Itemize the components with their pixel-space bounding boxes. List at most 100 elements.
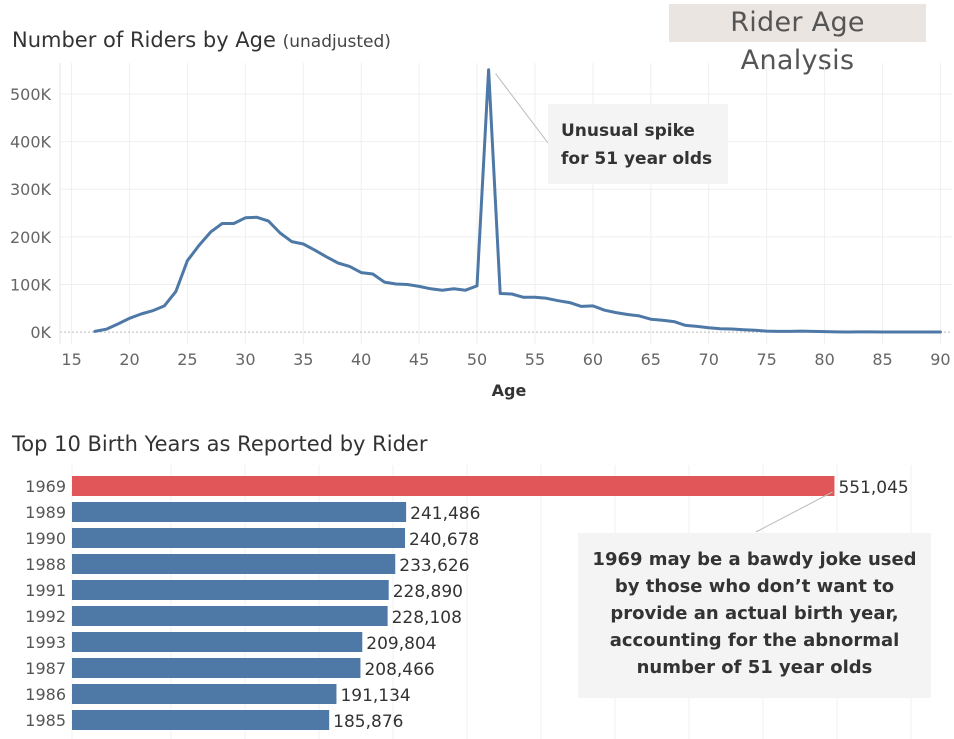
bar [72, 528, 406, 548]
data-point [707, 327, 710, 329]
bar [72, 476, 835, 496]
x-tick-label: 30 [235, 350, 255, 369]
y-tick-label: 500K [10, 85, 52, 104]
data-point [800, 330, 803, 332]
x-tick-label: 45 [409, 350, 429, 369]
data-point [476, 285, 478, 287]
x-tick-label: 35 [293, 350, 313, 369]
data-point [209, 231, 212, 233]
category-label: 1991 [25, 581, 66, 600]
data-point [545, 297, 548, 300]
data-point [615, 311, 617, 314]
x-tick-label: 80 [814, 350, 834, 369]
data-point [812, 330, 814, 333]
category-label: 1987 [25, 659, 66, 678]
data-point [151, 309, 154, 312]
data-point [684, 324, 687, 327]
bar [72, 632, 363, 652]
series-line [93, 68, 942, 334]
data-point [325, 256, 328, 258]
data-point [754, 329, 756, 331]
data-point [244, 216, 247, 219]
dashboard-title: Rider Age Analysis [669, 4, 926, 76]
birth-year-annotation: 1969 may be a bawdy joke used by those w… [578, 533, 931, 698]
data-point [371, 273, 374, 275]
data-point [765, 330, 768, 332]
data-point [105, 328, 108, 331]
data-point [580, 305, 583, 308]
y-tick-label: 100K [10, 275, 52, 294]
data-point [302, 243, 305, 245]
data-point [870, 331, 872, 333]
category-label: 1969 [25, 477, 66, 496]
bar-value-label: 191,134 [340, 686, 410, 706]
data-point [186, 259, 189, 262]
data-point [777, 330, 780, 333]
data-point [650, 318, 652, 321]
bar [72, 554, 396, 574]
data-point [232, 222, 235, 225]
bar [72, 658, 361, 678]
bar-chart-title: Top 10 Birth Years as Reported by Rider [12, 432, 428, 456]
data-point [522, 296, 525, 299]
bar-value-label: 233,626 [399, 556, 469, 576]
line-chart-title: Number of Riders by Age (unadjusted) [12, 28, 391, 52]
bar-value-label: 228,890 [393, 582, 463, 602]
data-point [429, 287, 432, 290]
data-point [175, 290, 177, 293]
data-point [406, 283, 409, 286]
data-point [198, 244, 200, 247]
data-point [487, 68, 490, 71]
data-point [383, 281, 386, 283]
x-tick-label: 15 [61, 350, 81, 369]
x-tick-label: 50 [467, 350, 487, 369]
x-tick-label: 85 [872, 350, 892, 369]
data-point [256, 216, 258, 219]
line-chart-title-text: Number of Riders by Age [12, 28, 276, 52]
data-point [789, 330, 791, 333]
y-tick-label: 400K [10, 133, 52, 152]
data-point [290, 240, 293, 243]
category-label: 1986 [25, 685, 66, 704]
x-tick-label: 75 [756, 350, 776, 369]
data-point [568, 301, 571, 304]
data-point [163, 305, 166, 307]
data-point [673, 320, 675, 323]
data-point [117, 323, 119, 325]
data-point [337, 262, 339, 264]
data-point [395, 283, 397, 285]
category-label: 1990 [25, 529, 66, 548]
data-point [592, 305, 594, 307]
data-point [221, 222, 223, 225]
bar [72, 684, 337, 704]
data-point [696, 325, 698, 328]
data-point [731, 328, 733, 330]
data-point [719, 327, 722, 330]
spike-annotation: Unusual spike for 51 year olds [548, 104, 728, 184]
x-tick-label: 25 [177, 350, 197, 369]
annotation-leader-line [755, 491, 833, 533]
bar [72, 606, 388, 626]
data-point [314, 249, 316, 251]
data-point [348, 265, 351, 268]
data-point [881, 331, 884, 333]
data-point [418, 285, 420, 288]
bar-value-label: 240,678 [409, 530, 479, 550]
data-point [499, 292, 502, 295]
data-point [464, 289, 467, 291]
data-point [140, 313, 142, 315]
x-tick-label: 65 [641, 350, 661, 369]
bar-value-label: 209,804 [366, 634, 436, 654]
line-chart-subtitle: (unadjusted) [282, 32, 391, 52]
data-point [916, 331, 919, 333]
data-point [267, 220, 270, 222]
x-tick-label: 20 [119, 350, 139, 369]
data-point [279, 232, 281, 234]
bar [72, 580, 389, 600]
bar-value-label: 185,876 [333, 712, 403, 732]
data-point [603, 309, 606, 311]
data-point [626, 313, 629, 316]
bar-value-label: 228,108 [392, 608, 462, 628]
data-point [858, 331, 861, 333]
data-point [742, 328, 745, 331]
